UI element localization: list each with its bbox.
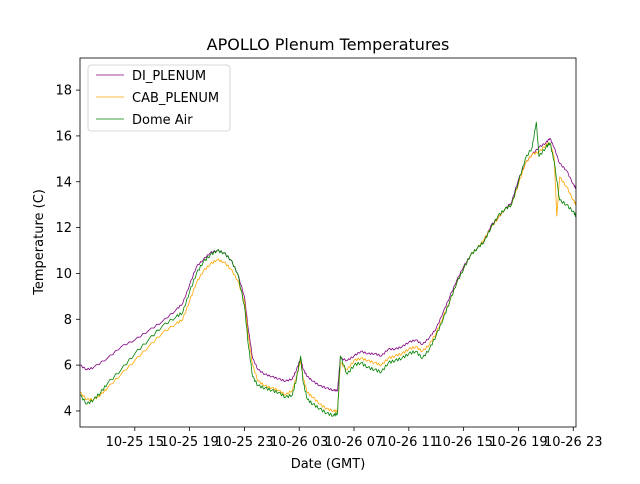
x-axis-label: Date (GMT) xyxy=(291,457,366,472)
plot-frame xyxy=(79,57,577,428)
y-tick-label: 8 xyxy=(64,313,72,328)
y-tick-label: 16 xyxy=(55,129,72,144)
x-tick-label: 10-26 15 xyxy=(434,435,492,450)
x-tick-label: 10-25 19 xyxy=(160,435,218,450)
x-tick-label: 10-26 19 xyxy=(489,435,547,450)
y-tick-label: 12 xyxy=(55,221,72,236)
y-tick-label: 10 xyxy=(55,267,72,282)
chart-title: APOLLO Plenum Temperatures xyxy=(207,35,450,54)
x-tick-label: 10-26 11 xyxy=(380,435,438,450)
x-tick-label: 10-25 15 xyxy=(106,435,164,450)
legend-label-cab-plenum: CAB_PLENUM xyxy=(132,91,219,106)
y-axis-label: Temperature (C) xyxy=(32,189,47,296)
y-tick-label: 18 xyxy=(55,84,72,99)
series-layer xyxy=(80,121,576,417)
legend-label-di-plenum: DI_PLENUM xyxy=(132,69,206,84)
series-line-dome-air xyxy=(80,121,576,417)
y-tick-label: 4 xyxy=(64,404,72,419)
y-tick-label: 6 xyxy=(64,359,72,374)
y-tick-label: 14 xyxy=(55,175,72,190)
legend-box xyxy=(87,64,231,132)
legend: DI_PLENUM CAB_PLENUM Dome Air xyxy=(87,64,231,132)
x-tick-label: 10-26 03 xyxy=(270,435,328,450)
y-axis-ticks: 4 6 8 10 12 14 16 18 xyxy=(55,84,80,419)
legend-label-dome-air: Dome Air xyxy=(132,113,193,128)
x-tick-label: 10-26 07 xyxy=(325,435,383,450)
x-tick-label: 10-26 23 xyxy=(544,435,602,450)
x-tick-label: 10-25 23 xyxy=(215,435,273,450)
